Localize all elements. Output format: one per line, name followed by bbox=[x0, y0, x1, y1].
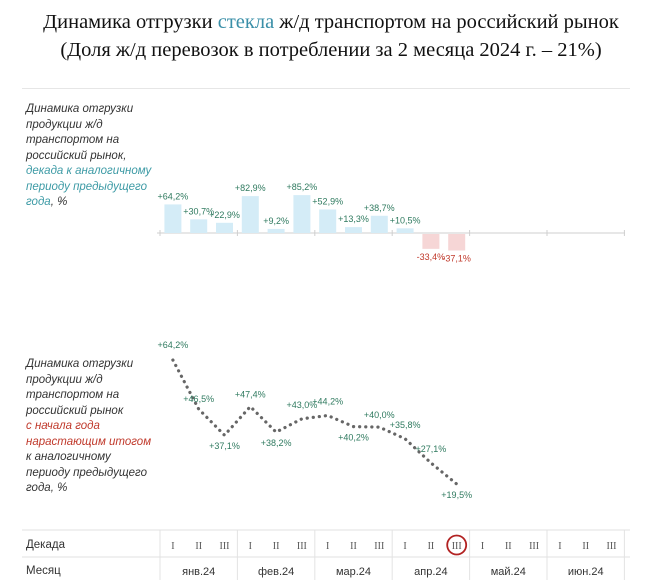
line-value-label: +40,0% bbox=[364, 410, 395, 420]
chart-title: Динамика отгрузки стекла ж/д транспортом… bbox=[0, 8, 662, 64]
decade-tick-label: I bbox=[558, 541, 561, 552]
bar-value-label: -33,4% bbox=[417, 252, 446, 262]
bar bbox=[448, 234, 466, 251]
bar-value-label: +38,7% bbox=[364, 203, 395, 213]
bar bbox=[267, 228, 285, 233]
decade-tick-label: II bbox=[505, 541, 512, 552]
title-line-2: (Доля ж/д перевозок в потреблении за 2 м… bbox=[60, 39, 602, 61]
decade-tick-label: III bbox=[452, 541, 462, 552]
month-label: фев.24 bbox=[258, 566, 294, 578]
decade-tick-label: I bbox=[481, 541, 484, 552]
bar-value-label: -37,1% bbox=[442, 254, 471, 264]
month-label: мар.24 bbox=[336, 566, 371, 578]
line-value-label: +47,4% bbox=[235, 390, 266, 400]
title-line-1: Динамика отгрузки стекла ж/д транспортом… bbox=[43, 11, 619, 33]
decade-tick-label: III bbox=[297, 541, 307, 552]
bar-value-label: +64,2% bbox=[158, 191, 189, 201]
bar-value-label: +82,9% bbox=[235, 183, 266, 193]
line-value-label: +19,5% bbox=[441, 490, 472, 500]
bar-value-label: +52,9% bbox=[312, 196, 343, 206]
bar-value-label: +85,2% bbox=[287, 182, 318, 192]
bar bbox=[241, 196, 259, 233]
bar bbox=[370, 215, 388, 233]
line-value-label: +46,5% bbox=[183, 394, 214, 404]
bar bbox=[396, 228, 414, 233]
bar bbox=[190, 219, 208, 233]
bar bbox=[216, 222, 233, 233]
title-accent-word: стекла bbox=[217, 11, 275, 33]
bottom-chart-note: Динамика отгрузки продукции ж/д транспор… bbox=[26, 358, 152, 494]
month-label: апр.24 bbox=[414, 566, 447, 578]
bar bbox=[345, 227, 362, 233]
line-value-label: +35,8% bbox=[390, 420, 421, 430]
bar bbox=[422, 234, 440, 249]
bar-value-label: +9,2% bbox=[263, 216, 289, 226]
decade-tick-label: II bbox=[350, 541, 357, 552]
bar-value-label: +13,3% bbox=[338, 214, 369, 224]
decade-tick-label: II bbox=[428, 541, 435, 552]
line-value-label: +64,2% bbox=[158, 340, 189, 350]
line-value-label: +40,2% bbox=[338, 433, 369, 443]
decade-tick-label: II bbox=[273, 541, 280, 552]
decade-tick-label: I bbox=[326, 541, 329, 552]
month-axis-label: Месяц bbox=[26, 565, 61, 577]
bar-value-label: +10,5% bbox=[390, 215, 421, 225]
decade-tick-label: III bbox=[607, 541, 617, 552]
month-label: июн.24 bbox=[568, 566, 604, 578]
top-chart-note: Динамика отгрузки продукции ж/д транспор… bbox=[26, 103, 152, 208]
month-label: янв.24 bbox=[182, 566, 215, 578]
line-value-label: +44,2% bbox=[312, 396, 343, 406]
decade-tick-label: I bbox=[171, 541, 174, 552]
decade-tick-label: III bbox=[220, 541, 230, 552]
bar-value-label: +22,9% bbox=[209, 210, 240, 220]
line-value-label: +38,2% bbox=[261, 438, 292, 448]
decade-tick-label: II bbox=[582, 541, 589, 552]
current-decade-highlight bbox=[446, 534, 468, 556]
decade-axis-label: Декада bbox=[26, 539, 65, 551]
decade-tick-label: III bbox=[529, 541, 539, 552]
month-label: май.24 bbox=[491, 566, 526, 578]
bar bbox=[293, 195, 311, 233]
title-divider bbox=[22, 88, 630, 89]
bar-value-label: +30,7% bbox=[183, 206, 214, 216]
line-value-label: +43,0% bbox=[287, 400, 318, 410]
line-value-label: +27,1% bbox=[416, 444, 447, 454]
bar bbox=[164, 204, 182, 233]
decade-tick-label: I bbox=[249, 541, 252, 552]
bar bbox=[319, 209, 337, 233]
cumulative-series-line bbox=[171, 358, 459, 486]
decade-tick-label: III bbox=[374, 541, 384, 552]
decade-tick-label: I bbox=[403, 541, 406, 552]
decade-tick-label: II bbox=[195, 541, 202, 552]
line-value-label: +37,1% bbox=[209, 441, 240, 451]
